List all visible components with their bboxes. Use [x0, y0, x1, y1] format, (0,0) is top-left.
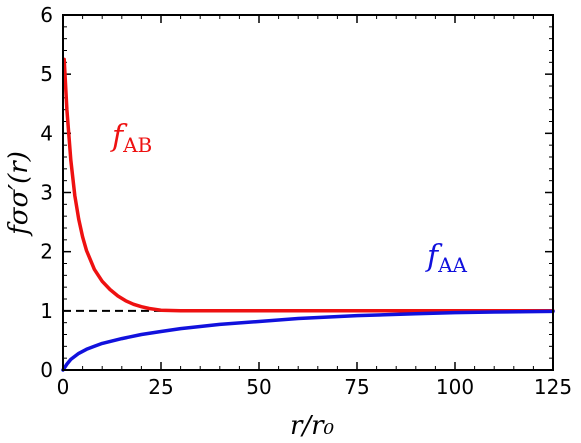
- y-axis-label: fσσ′(r): [4, 151, 34, 237]
- y-tick-label-5: 5: [40, 62, 53, 86]
- x-tick-label-25: 25: [148, 375, 173, 399]
- x-tick-label-50: 50: [246, 375, 271, 399]
- y-tick-label-0: 0: [40, 358, 53, 382]
- y-tick-label-4: 4: [40, 121, 53, 145]
- y-tick-label-3: 3: [40, 181, 53, 205]
- annotation-f-ab-sub: AB: [122, 133, 152, 157]
- annotation-f-ab: fAB: [110, 119, 152, 157]
- x-tick-label-100: 100: [436, 375, 474, 399]
- plot-frame: [62, 14, 554, 371]
- annotation-f-aa: fAA: [425, 239, 468, 277]
- series-line-f-ab: [62, 57, 555, 313]
- x-tick-label-75: 75: [344, 375, 369, 399]
- series-group: [61, 57, 555, 372]
- y-tick-label-6: 6: [40, 3, 53, 27]
- y-tick-label-2: 2: [40, 240, 53, 264]
- x-tick-label-125: 125: [534, 375, 572, 399]
- series-line-f-aa: [61, 309, 555, 372]
- tick-labels-group: 0 25 50 75 100 125 0 1 2 3 4 5 6: [40, 3, 572, 399]
- y-tick-label-1: 1: [40, 299, 53, 323]
- x-axis-label: r/r₀: [290, 411, 335, 441]
- x-tick-label-0: 0: [57, 375, 70, 399]
- annotation-f-aa-sub: AA: [437, 253, 467, 277]
